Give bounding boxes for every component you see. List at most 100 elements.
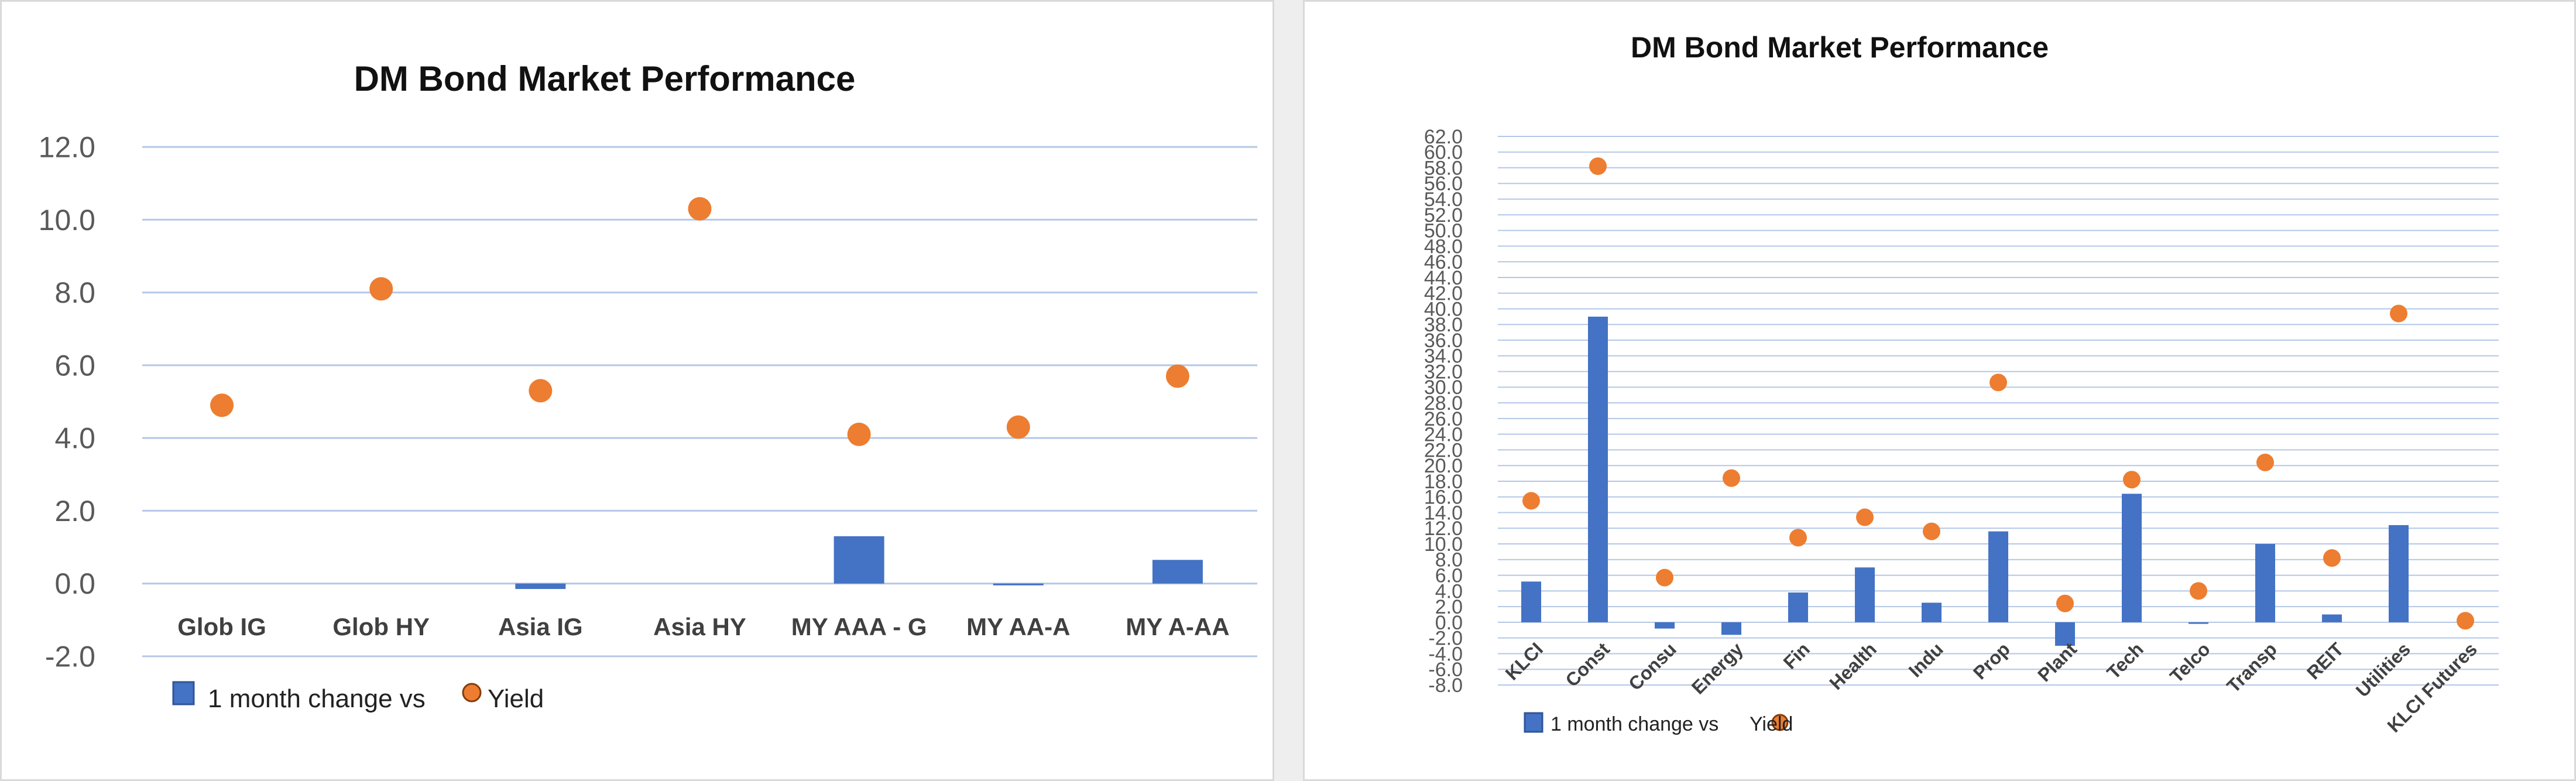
y-tick-label: 2.0 <box>1435 596 1463 618</box>
bar-series <box>515 536 1203 590</box>
x-tick-label: MY AA-A <box>966 613 1070 640</box>
y-tick-label: 12.0 <box>39 131 95 164</box>
y-tick-label: 50.0 <box>1424 220 1463 242</box>
bar <box>2055 622 2075 646</box>
y-tick-label: 10.0 <box>39 204 95 237</box>
bar <box>2189 622 2208 624</box>
point <box>529 379 553 403</box>
bar <box>1521 581 1541 622</box>
gridlines <box>142 146 1257 657</box>
y-tick-label: 52.0 <box>1424 204 1463 227</box>
y-tick-label: 6.0 <box>1435 565 1463 587</box>
y-tick-label: 32.0 <box>1424 361 1463 383</box>
y-tick-label: 14.0 <box>1424 502 1463 524</box>
point <box>210 393 234 417</box>
y-tick-label: 62.0 <box>1424 126 1463 148</box>
point <box>1165 364 1189 388</box>
y-tick-label: 36.0 <box>1424 330 1463 352</box>
y-tick-label: 60.0 <box>1424 142 1463 164</box>
legend-marker-dot <box>462 683 482 703</box>
bar <box>1855 567 1875 622</box>
point <box>2256 453 2274 471</box>
y-tick-label: 56.0 <box>1424 173 1463 195</box>
x-tick-label: Consu <box>1624 638 1680 694</box>
y-tick-label: 48.0 <box>1424 235 1463 258</box>
y-tick-label: 12.0 <box>1424 518 1463 540</box>
legend-label-bar: 1 month change vs <box>1551 713 1719 735</box>
point <box>2390 304 2407 323</box>
x-tick-label: KLCI <box>1501 638 1547 684</box>
bar <box>1988 531 2008 622</box>
y-tick-label: 10.0 <box>1424 533 1463 556</box>
y-tick-label: 4.0 <box>54 422 95 455</box>
y-tick-label: 2.0 <box>54 495 95 527</box>
bar <box>2322 614 2342 622</box>
legend-marker-bar <box>1524 712 1543 733</box>
x-tick-label: REIT <box>2303 638 2348 683</box>
x-tick-label: Indu <box>1905 638 1947 681</box>
legend: 1 month change vs Yield <box>172 681 544 713</box>
y-tick-label: 34.0 <box>1424 345 1463 368</box>
legend-label-dot: Yield <box>1750 713 1793 735</box>
point <box>2457 612 2474 630</box>
point <box>2123 471 2141 489</box>
bar <box>993 583 1044 585</box>
x-tick-label: Glob IG <box>177 613 266 640</box>
y-tick-label: 26.0 <box>1424 408 1463 430</box>
chart-panel-right: DM Bond Market Performance 62.0 60.0 58.0 5… <box>1303 0 2576 781</box>
bar <box>2389 525 2409 622</box>
chart-right: DM Bond Market Performance 62.060.058.05… <box>1424 31 2499 737</box>
y-tick-label: 16.0 <box>1424 487 1463 509</box>
point <box>847 422 871 446</box>
legend-marker-bar <box>172 681 195 705</box>
x-tick-label: Transp <box>2222 638 2281 697</box>
point <box>1656 568 1673 587</box>
x-tick-label: MY A-AA <box>1126 613 1229 640</box>
x-tick-label: Asia HY <box>653 613 746 640</box>
point <box>1723 469 1740 487</box>
y-tick-label: 28.0 <box>1424 392 1463 415</box>
bar <box>1721 622 1741 635</box>
bar <box>1922 602 1942 622</box>
point <box>1990 374 2007 392</box>
x-tick-label: Energy <box>1687 638 1747 698</box>
bar <box>515 583 566 590</box>
y-tick-label: 46.0 <box>1424 251 1463 273</box>
x-tick-label: Telco <box>2166 638 2214 687</box>
y-tick-label: 18.0 <box>1424 471 1463 493</box>
x-tick-label: Prop <box>1969 638 2014 683</box>
x-tick-label: Fin <box>1779 638 1814 673</box>
y-tick-label: -2.0 <box>1428 628 1463 650</box>
y-tick-label: 6.0 <box>54 349 95 382</box>
y-tick-label: 24.0 <box>1424 424 1463 446</box>
point <box>1923 522 1940 540</box>
legend-marker-dot <box>1771 714 1789 731</box>
y-tick-label: 44.0 <box>1424 267 1463 289</box>
bar <box>2255 544 2275 622</box>
y-tick-label: 8.0 <box>54 276 95 309</box>
x-tick-label: Glob HY <box>332 613 430 640</box>
y-axis-ticks: 62.060.058.056.054.052.050.048.046.044.0… <box>1424 126 1463 697</box>
point <box>2056 594 2074 612</box>
x-tick-label: Asia IG <box>498 613 583 640</box>
x-tick-label: Const <box>1561 638 1614 691</box>
chart-title: DM Bond Market Performance <box>1631 31 2049 64</box>
y-tick-label: 58.0 <box>1424 157 1463 179</box>
y-tick-label: 22.0 <box>1424 439 1463 461</box>
chart-panel-left: DM Bond Market Performance 12.0 10.0 8.0 6.… <box>0 0 1274 781</box>
y-tick-label: 54.0 <box>1424 189 1463 211</box>
y-tick-label: 20.0 <box>1424 455 1463 477</box>
y-tick-label: 8.0 <box>1435 549 1463 571</box>
point <box>1589 157 1607 175</box>
y-tick-label: -8.0 <box>1428 674 1463 697</box>
scatter-series <box>1522 157 2474 630</box>
bar <box>833 536 884 584</box>
point <box>2323 549 2341 567</box>
point <box>688 197 712 221</box>
y-tick-label: 0.0 <box>1435 612 1463 634</box>
point <box>369 277 393 301</box>
y-tick-label: 38.0 <box>1424 314 1463 336</box>
point <box>1522 492 1540 510</box>
x-tick-label: MY AAA - G <box>791 613 927 640</box>
y-tick-label: -4.0 <box>1428 643 1463 665</box>
